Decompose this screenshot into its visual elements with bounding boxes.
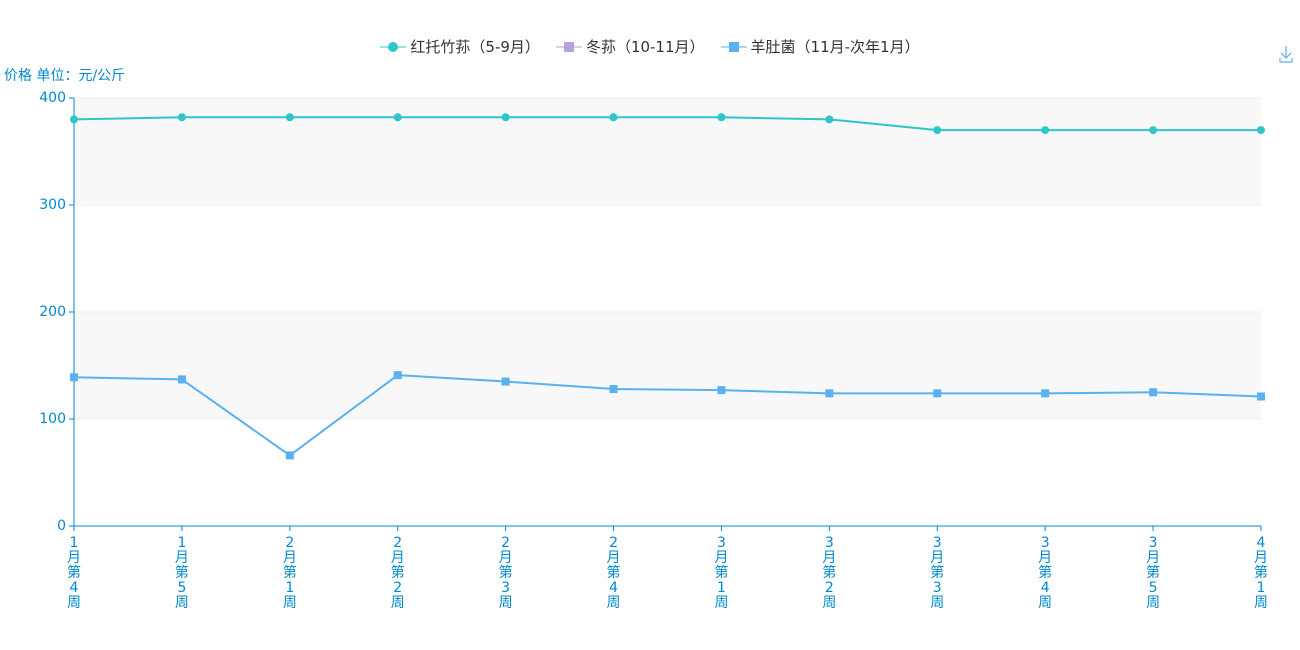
data-point	[393, 371, 402, 380]
legend-marker	[563, 41, 574, 52]
y-tick-label: 0	[57, 518, 66, 534]
legend-item[interactable]: 羊肚菌（11月-次年1月）	[720, 36, 920, 57]
data-point	[609, 113, 618, 122]
data-point	[177, 375, 186, 384]
data-point	[285, 451, 294, 460]
data-point	[825, 389, 834, 398]
data-point	[501, 113, 510, 122]
data-point	[933, 126, 942, 135]
x-tick-label: 2月第3周	[498, 535, 513, 611]
data-point	[393, 113, 402, 122]
legend-marker	[728, 41, 739, 52]
data-point	[1257, 392, 1265, 401]
data-point	[717, 113, 726, 122]
data-point	[70, 373, 78, 382]
download-icon[interactable]	[1279, 46, 1293, 63]
data-point	[1041, 389, 1050, 398]
data-point	[177, 113, 186, 122]
data-point	[609, 385, 618, 394]
split-area	[74, 98, 1261, 205]
y-tick-label: 400	[39, 90, 66, 106]
x-tick-label: 2月第4周	[606, 535, 621, 611]
x-tick-label: 3月第5周	[1146, 535, 1161, 611]
data-point	[1041, 126, 1050, 135]
data-point	[933, 389, 942, 398]
x-tick-label: 3月第3周	[930, 535, 945, 611]
legend-marker	[388, 41, 399, 52]
legend-item[interactable]: 冬荪（10-11月）	[555, 36, 705, 57]
y-tick-label: 100	[39, 411, 66, 427]
y-tick-label: 200	[39, 304, 66, 320]
legend-label: 冬荪（10-11月）	[585, 38, 705, 56]
data-point	[285, 113, 294, 122]
x-tick-label: 3月第2周	[822, 535, 837, 611]
legend: 红托竹荪（5-9月） 冬荪（10-11月） 羊肚菌（11月-次年1月）	[0, 36, 1300, 57]
legend-icon	[555, 41, 582, 52]
data-point	[1149, 388, 1158, 397]
x-tick-label: 1月第5周	[174, 535, 189, 611]
x-tick-label: 1月第4周	[67, 535, 81, 611]
data-point	[717, 386, 726, 395]
y-axis-name: 价格 单位：元/公斤	[4, 68, 125, 84]
split-area	[74, 312, 1261, 419]
data-point	[501, 377, 510, 386]
legend-icon	[720, 41, 747, 52]
legend-icon	[380, 41, 407, 52]
legend-label: 羊肚菌（11月-次年1月）	[750, 38, 920, 56]
series-line	[73, 374, 1262, 457]
x-tick-label: 3月第1周	[714, 535, 729, 611]
series-line	[73, 116, 1261, 132]
x-tick-label: 4月第1周	[1254, 535, 1268, 611]
data-point	[70, 115, 78, 124]
data-point	[1257, 126, 1265, 135]
legend-label: 红托竹荪（5-9月）	[410, 38, 540, 56]
data-point	[1149, 126, 1158, 135]
y-tick-label: 300	[39, 197, 66, 213]
data-point	[825, 115, 834, 124]
x-tick-label: 2月第2周	[390, 535, 405, 611]
legend-item[interactable]: 红托竹荪（5-9月）	[380, 36, 540, 57]
x-tick-label: 3月第4周	[1038, 535, 1053, 611]
x-tick-label: 2月第1周	[282, 535, 297, 611]
